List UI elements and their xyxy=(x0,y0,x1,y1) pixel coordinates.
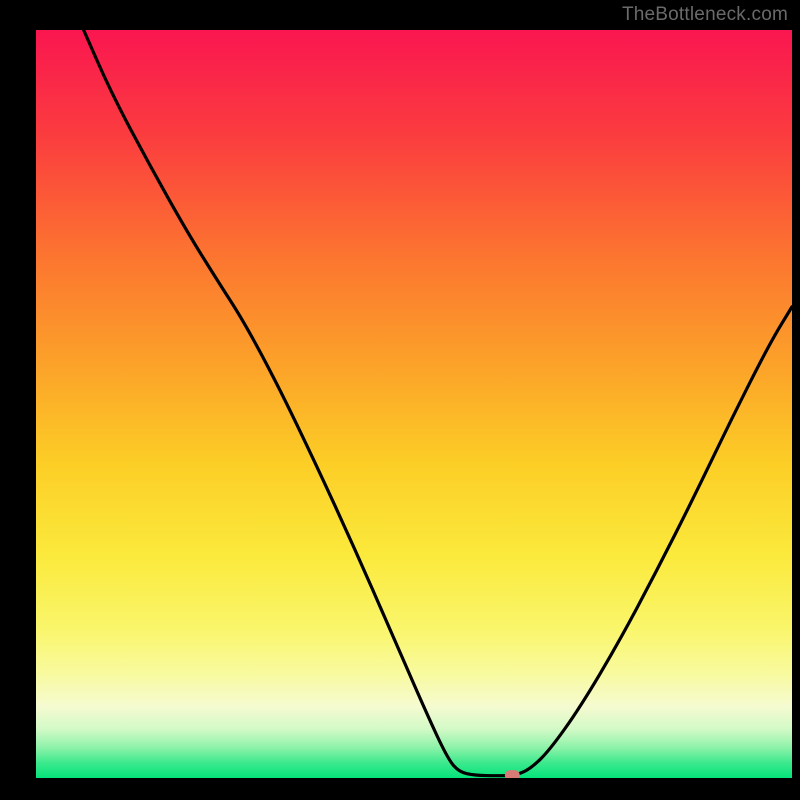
plot-area xyxy=(36,30,792,778)
optimal-marker xyxy=(505,770,519,778)
curve-path xyxy=(84,30,792,776)
chart-frame: TheBottleneck.com xyxy=(0,0,800,800)
bottleneck-curve xyxy=(36,30,792,778)
watermark-text: TheBottleneck.com xyxy=(622,4,788,26)
